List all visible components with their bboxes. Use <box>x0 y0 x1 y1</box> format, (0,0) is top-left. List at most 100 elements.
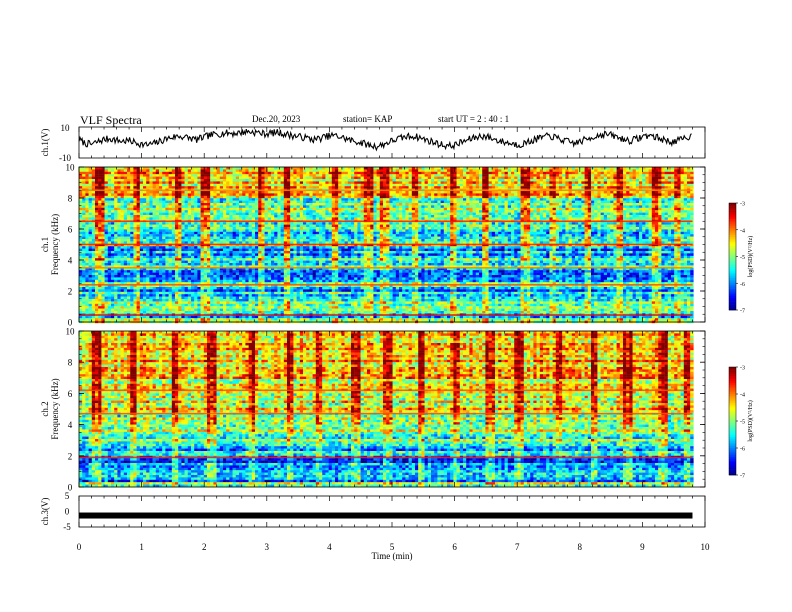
spectrogram-cell <box>226 198 230 201</box>
spectrogram-cell <box>539 193 544 196</box>
spectrogram-cell <box>152 193 156 196</box>
spectrogram-cell <box>504 167 508 170</box>
spectrogram-cell <box>635 167 640 170</box>
spectrogram-cell <box>274 193 278 196</box>
spectrogram-cell <box>632 215 636 218</box>
spectrogram-cell <box>648 205 652 208</box>
spectrogram-cell <box>98 217 102 220</box>
spectrogram-cell <box>299 212 304 216</box>
spectrogram-cell <box>232 195 236 199</box>
spectrogram-cell <box>431 207 435 211</box>
spectrogram-cell <box>536 205 540 208</box>
spectrogram-cell <box>581 186 585 189</box>
spectrogram-cell <box>456 215 460 218</box>
spectrogram-cell <box>539 212 544 216</box>
spectrogram-cell <box>303 198 307 201</box>
spectrogram-cell <box>328 186 332 189</box>
spectrogram-cell <box>507 176 512 180</box>
spectrogram-cell <box>395 198 400 201</box>
spectrogram-cell <box>610 171 614 175</box>
spectrogram-cell <box>603 222 608 225</box>
spectrogram-cell <box>533 200 537 204</box>
spectrogram-cell <box>527 186 531 189</box>
spectrogram-cell <box>175 205 179 208</box>
spectrogram-cell <box>226 176 230 180</box>
spectrogram-cell <box>527 191 531 194</box>
spectrogram-cell <box>603 186 608 189</box>
spectrogram-cell <box>488 217 492 220</box>
spectrogram-cell <box>578 181 582 184</box>
spectrogram-cell <box>184 227 188 230</box>
spectrogram-cell <box>389 198 393 201</box>
spectrogram-cell <box>584 207 588 211</box>
spectrogram-cell <box>341 176 345 180</box>
spectrogram-cell <box>162 203 166 206</box>
spectrogram-cell <box>203 179 208 182</box>
spectrogram-cell <box>277 224 281 228</box>
spectrogram-cell <box>683 186 688 189</box>
spectrogram-cell <box>271 215 275 218</box>
spectrogram-cell <box>335 215 339 218</box>
spectrogram-cell <box>338 191 342 194</box>
spectrogram-cell <box>245 176 249 180</box>
spectrogram-cell <box>571 215 576 218</box>
spectrogram-cell <box>235 215 240 218</box>
spectrogram-cell <box>223 195 227 199</box>
spectrogram-cell <box>667 181 672 184</box>
spectrogram-cell <box>507 224 512 228</box>
spectrogram-cell <box>114 227 118 230</box>
spectrogram-cell <box>619 183 624 187</box>
spectrogram-cell <box>191 203 195 206</box>
spectrogram-cell <box>447 193 451 196</box>
spectrogram-cell <box>360 210 364 213</box>
spectrogram-cell <box>325 195 329 199</box>
spectrogram-cell <box>280 200 284 204</box>
spectrogram-cell <box>271 181 275 184</box>
spectrogram-cell <box>485 200 489 204</box>
spectrogram-cell <box>296 174 300 177</box>
spectrogram-cell <box>661 222 665 225</box>
spectrogram-cell <box>79 174 83 177</box>
spectrogram-cell <box>463 183 467 187</box>
spectrogram-cell <box>271 210 275 213</box>
spectrogram-cell <box>303 200 307 204</box>
spectrogram-cell <box>440 181 444 184</box>
spectrogram-cell <box>373 224 377 228</box>
spectrogram-cell <box>683 215 688 218</box>
spectrogram-cell <box>117 217 121 220</box>
spectrogram-cell <box>191 222 195 225</box>
spectrogram-cell <box>267 224 272 228</box>
spectrogram-cell <box>475 210 480 213</box>
start-time-label: start UT = 2 : 40 : 1 <box>438 114 509 124</box>
spectrogram-cell <box>357 186 361 189</box>
spectrogram-cell <box>690 222 694 225</box>
spectrogram-cell <box>629 186 633 189</box>
spectrogram-cell <box>98 186 102 189</box>
spectrogram-cell <box>386 181 390 184</box>
spectrogram-cell <box>632 210 636 213</box>
spectrogram-cell <box>226 222 230 225</box>
spectrogram-cell <box>523 217 528 220</box>
spectrogram-cell <box>143 217 147 220</box>
spectrogram-cell <box>559 207 563 211</box>
spectrogram-cell <box>613 224 617 228</box>
spectrogram-cell <box>168 167 172 170</box>
spectrogram-cell <box>88 224 92 228</box>
spectrogram-cell <box>296 207 300 211</box>
spectrogram-cell <box>175 217 179 220</box>
spectrogram-cell <box>555 207 560 211</box>
spectrogram-cell <box>491 169 496 172</box>
spectrogram-cell <box>322 215 326 218</box>
spectrogram-cell <box>283 224 288 228</box>
spectrogram-cell <box>491 217 496 220</box>
spectrogram-cell <box>219 193 224 196</box>
spectrogram-cell <box>101 191 105 194</box>
spectrogram-cell <box>370 174 374 177</box>
spectrogram-cell <box>405 210 409 213</box>
spectrogram-cell <box>162 195 166 199</box>
spectrogram-cell <box>133 222 137 225</box>
spectrogram-cell <box>664 195 668 199</box>
spectrogram-cell <box>104 181 108 184</box>
spectrogram-cell <box>536 176 540 180</box>
spectrogram-cell <box>155 222 160 225</box>
